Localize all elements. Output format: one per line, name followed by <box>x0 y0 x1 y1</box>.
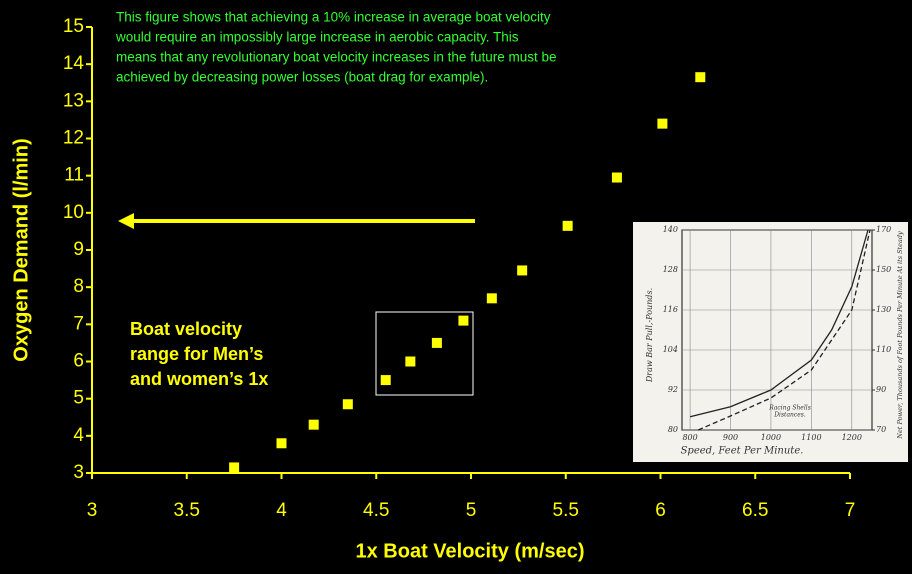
inset-annotation: Distances. <box>773 412 806 419</box>
y-tick-label: 4 <box>73 425 84 446</box>
data-point <box>405 357 415 367</box>
y-axis-title: Oxygen Demand (l/min) <box>10 138 32 361</box>
x-tick-label: 5.5 <box>553 500 579 521</box>
y-tick-label: 5 <box>73 388 84 409</box>
range-label: range for Men’s <box>130 344 263 364</box>
inset-x-tick-label: 1000 <box>761 433 781 442</box>
y-tick-label: 9 <box>73 239 84 260</box>
y-tick-label: 13 <box>63 90 84 111</box>
range-label: Boat velocity <box>130 319 242 339</box>
x-tick-label: 6.5 <box>742 500 768 521</box>
y-tick-label: 3 <box>73 462 84 483</box>
data-point <box>695 72 705 82</box>
y-tick-label: 10 <box>63 202 84 223</box>
inset-y-tick-label: 80 <box>668 425 678 434</box>
inset-y2-tick-label: 130 <box>876 305 891 314</box>
x-tick-label: 4.5 <box>363 500 389 521</box>
range-label: and women’s 1x <box>130 369 268 389</box>
inset-y-tick-label: 128 <box>663 265 678 274</box>
data-point <box>563 221 573 231</box>
inset-x-tick-label: 800 <box>682 433 697 442</box>
x-tick-label: 5 <box>466 500 477 521</box>
data-point <box>309 420 319 430</box>
inset-y2-tick-label: 70 <box>876 425 886 434</box>
x-tick-label: 3.5 <box>174 500 200 521</box>
y-tick-label: 14 <box>63 53 85 74</box>
data-point <box>612 173 622 183</box>
y-tick-label: 12 <box>63 128 84 149</box>
inset-y-tick-label: 140 <box>663 225 678 234</box>
inset-y2-tick-label: 90 <box>876 385 886 394</box>
data-point <box>432 338 442 348</box>
inset-y-title: Draw Bar Pull,-Pounds. <box>645 288 654 383</box>
note-line: would require an impossibly large increa… <box>115 30 519 45</box>
inset-y-tick-label: 116 <box>663 305 678 314</box>
inset-annotation: Racing Shells <box>768 405 811 412</box>
y-tick-label: 8 <box>73 276 84 297</box>
x-axis-title: 1x Boat Velocity (m/sec) <box>356 540 585 562</box>
inset-y-tick-label: 92 <box>668 385 678 394</box>
data-point <box>487 293 497 303</box>
inset-y2-title: Net Power, Thousands of Foot Pounds Per … <box>896 231 904 440</box>
inset-x-tick-label: 1100 <box>801 433 821 442</box>
y-tick-label: 11 <box>64 165 84 186</box>
y-tick-label: 15 <box>63 16 84 37</box>
y-tick-label: 7 <box>73 313 84 334</box>
inset-x-tick-label: 900 <box>723 433 738 442</box>
x-tick-label: 6 <box>655 500 666 521</box>
data-point <box>343 399 353 409</box>
page: {"chart_data": [ {"type": "scatter", "xl… <box>0 0 912 569</box>
inset-y-tick-label: 104 <box>663 345 678 354</box>
inset-y2-tick-label: 170 <box>876 225 891 234</box>
data-point <box>657 119 667 129</box>
data-point <box>381 375 391 385</box>
inset-x-title: Speed, Feet Per Minute. <box>681 446 804 457</box>
x-tick-label: 7 <box>845 500 856 521</box>
inset-y2-tick-label: 110 <box>876 345 891 354</box>
note-line: achieved by decreasing power losses (boa… <box>116 70 488 85</box>
inset-x-tick-label: 1200 <box>842 433 862 442</box>
data-point <box>229 462 239 472</box>
y-tick-label: 6 <box>73 351 84 372</box>
x-tick-label: 4 <box>276 500 287 521</box>
data-point <box>277 438 287 448</box>
note-line: means that any revolutionary boat veloci… <box>116 50 556 65</box>
note-line: This figure shows that achieving a 10% i… <box>116 10 551 25</box>
inset-y2-tick-label: 150 <box>876 265 891 274</box>
data-point <box>517 265 527 275</box>
data-point <box>458 316 468 326</box>
slide: 3 4 5 6 7 8 9 10 11 12 13 14 15 3 3.5 4 4.5 5 5.5 6 6.5 7 1x B… <box>0 0 912 569</box>
x-tick-label: 3 <box>87 500 98 521</box>
